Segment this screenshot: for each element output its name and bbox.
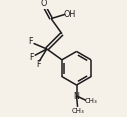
- Text: CH₃: CH₃: [85, 98, 98, 104]
- Text: CH₃: CH₃: [71, 108, 84, 114]
- Text: OH: OH: [64, 10, 76, 19]
- Text: O: O: [41, 0, 47, 8]
- Text: F: F: [28, 37, 33, 46]
- Text: F: F: [29, 53, 34, 62]
- Text: F: F: [36, 60, 40, 69]
- Text: N: N: [74, 92, 80, 101]
